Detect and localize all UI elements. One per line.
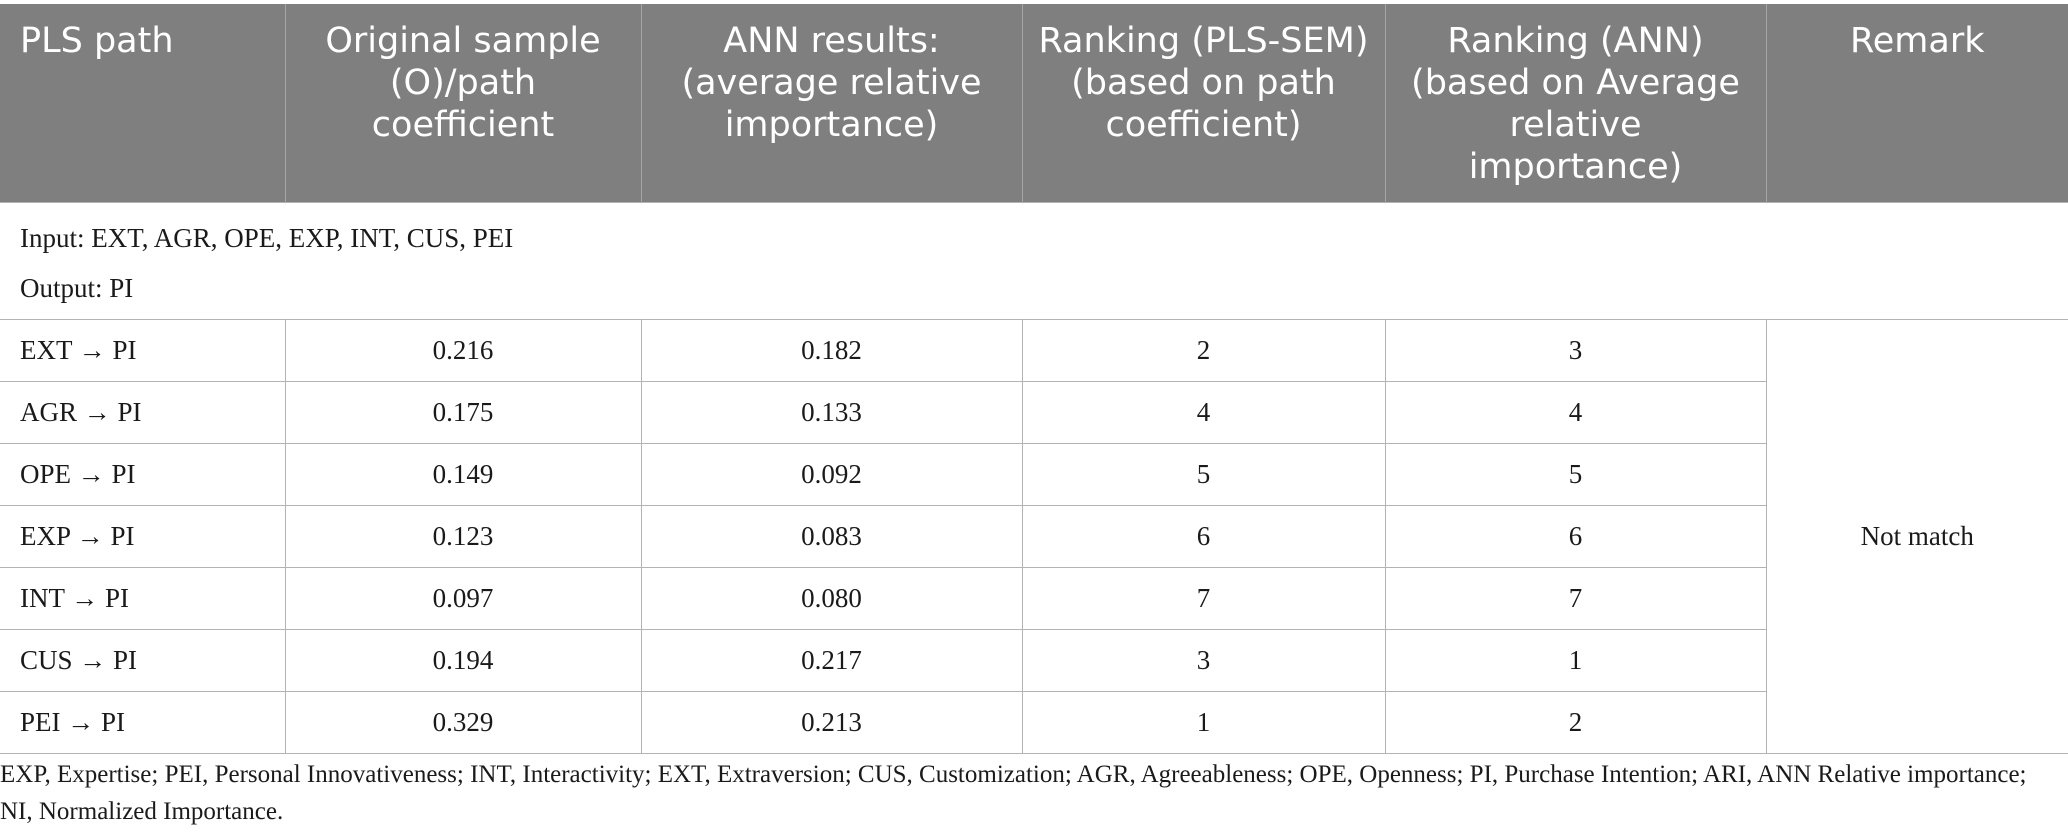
cell-ann: 0.182 [640,319,1023,382]
cell-rank-pls: 7 [1021,567,1386,630]
cell-rank-ann: 3 [1384,319,1767,382]
table-row: PEI → PI 0.329 0.213 1 2 [0,691,2068,754]
cell-ann: 0.133 [640,381,1023,444]
cell-path: PEI → PI [0,691,286,754]
cell-original: 0.175 [284,381,642,444]
cell-original: 0.329 [284,691,642,754]
cell-rank-ann: 4 [1384,381,1766,444]
cell-ann: 0.213 [640,691,1023,754]
table-row: INT → PI 0.097 0.080 7 7 [0,567,2068,630]
input-output-cell: Input: EXT, AGR, OPE, EXP, INT, CUS, PEI… [0,202,2068,320]
output-line: Output: PI [20,273,134,303]
table-row: EXP → PI 0.123 0.083 6 6 [0,505,2068,568]
pls-ann-comparison-table: PLS path Original sample (O)/path coeffi… [0,4,2068,754]
cell-original: 0.097 [284,567,642,630]
table-header: PLS path Original sample (O)/path coeffi… [0,4,2068,203]
table-footnote: EXP, Expertise; PEI, Personal Innovative… [0,761,2027,825]
cell-rank-ann: 1 [1384,629,1766,692]
cell-rank-ann: 5 [1384,443,1766,506]
input-output-row: Input: EXT, AGR, OPE, EXP, INT, CUS, PEI… [0,202,2068,320]
cell-rank-pls: 2 [1021,319,1386,382]
table-row: EXT → PI 0.216 0.182 2 3 Not match [0,319,2068,754]
cell-original: 0.216 [284,319,642,382]
cell-remark: Not match [1765,319,2068,754]
cell-original: 0.149 [284,443,642,506]
cell-rank-pls: 5 [1021,443,1386,506]
cell-ann: 0.217 [640,629,1023,692]
cell-ann: 0.080 [640,567,1023,630]
cell-rank-ann: 6 [1384,505,1766,568]
table-row: AGR → PI 0.175 0.133 4 4 [0,381,2068,444]
cell-path: CUS → PI [0,629,286,692]
cell-rank-ann: 7 [1384,567,1766,630]
cell-rank-pls: 4 [1021,381,1386,444]
cell-rank-pls: 1 [1021,691,1386,754]
header-row: PLS path Original sample (O)/path coeffi… [0,4,2068,203]
cell-original: 0.194 [284,629,642,692]
cell-path: EXT → PI [0,319,286,382]
cell-original: 0.123 [284,505,642,568]
cell-ann: 0.083 [640,505,1023,568]
header-ann-results: ANN results: (average relative importanc… [641,4,1023,203]
results-table-container: PLS path Original sample (O)/path coeffi… [0,4,2068,754]
header-remark: Remark [1766,4,2068,203]
header-ranking-pls-sem: Ranking (PLS-SEM) (based on path coeffic… [1022,4,1386,203]
table-row: CUS → PI 0.194 0.217 3 1 [0,629,2068,692]
header-pls-path: PLS path [0,4,286,203]
cell-path: OPE → PI [0,443,286,506]
cell-rank-ann: 2 [1384,691,1766,754]
cell-path: EXP → PI [0,505,286,568]
cell-rank-pls: 6 [1021,505,1386,568]
cell-rank-pls: 3 [1021,629,1386,692]
table-row: OPE → PI 0.149 0.092 5 5 [0,443,2068,506]
table-body: Input: EXT, AGR, OPE, EXP, INT, CUS, PEI… [0,202,2068,754]
cell-path: INT → PI [0,567,286,630]
cell-ann: 0.092 [640,443,1023,506]
cell-path: AGR → PI [0,381,286,444]
input-line: Input: EXT, AGR, OPE, EXP, INT, CUS, PEI [20,223,514,253]
header-ranking-ann: Ranking (ANN) (based on Average relative… [1385,4,1767,203]
header-original-sample: Original sample (O)/path coefficient [285,4,642,203]
